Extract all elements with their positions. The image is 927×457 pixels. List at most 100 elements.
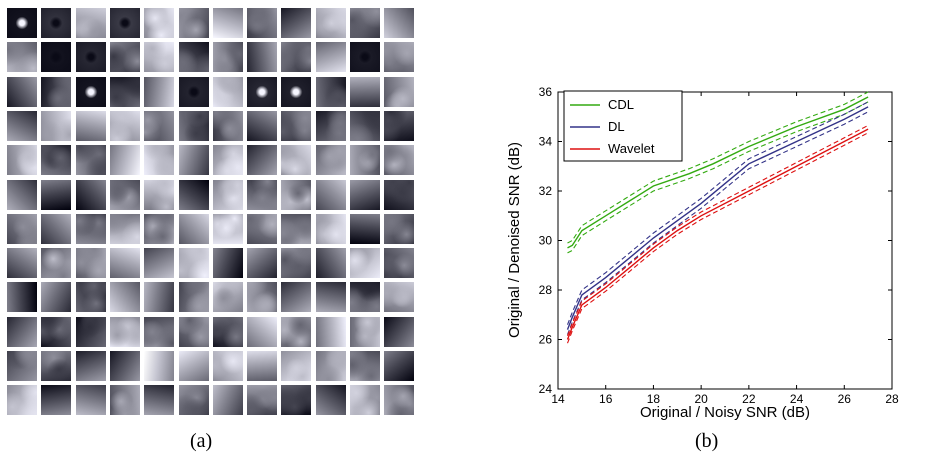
dictionary-atom <box>75 76 106 107</box>
dictionary-atom <box>75 282 106 313</box>
dictionary-atom <box>75 179 106 210</box>
dictionary-atom <box>41 42 72 73</box>
dictionary-atom <box>7 179 37 210</box>
dictionary-atom <box>75 8 106 38</box>
x-tick-label: 22 <box>742 392 756 406</box>
dictionary-atom <box>7 76 37 107</box>
dictionary-atom <box>281 110 312 141</box>
series-lower-band-line <box>566 132 869 344</box>
dictionary-atom <box>144 282 175 313</box>
dictionary-atom <box>212 351 243 381</box>
dictionary-atom <box>281 385 312 416</box>
dictionary-atom <box>384 282 415 313</box>
dictionary-atom <box>144 42 175 73</box>
dictionary-atom <box>212 8 243 38</box>
dictionary-atom <box>109 248 140 279</box>
x-axis-label: Original / Noisy SNR (dB) <box>640 404 810 421</box>
dictionary-atom <box>41 248 72 279</box>
dictionary-atom <box>144 351 175 381</box>
x-tick-label: 24 <box>790 392 804 406</box>
series-mean-line <box>566 128 869 340</box>
dictionary-atom <box>144 316 175 347</box>
dictionary-atom <box>212 145 243 176</box>
dictionary-atom <box>7 282 37 313</box>
dictionary-atom <box>384 8 415 38</box>
series-lower-band-line <box>567 101 869 254</box>
dictionary-atom <box>144 385 175 416</box>
dictionary-atom <box>315 248 346 279</box>
y-tick-label: 36 <box>539 85 553 99</box>
series-mean-line <box>566 106 869 330</box>
dictionary-atom <box>212 42 243 73</box>
legend-label: DL <box>608 119 625 134</box>
dictionary-atom <box>247 179 278 210</box>
dictionary-atom <box>7 316 37 347</box>
dictionary-atom <box>109 385 140 416</box>
dictionary-atom <box>247 351 278 381</box>
y-tick-label: 34 <box>539 135 553 149</box>
dictionary-atom <box>75 351 106 381</box>
series-mean-line <box>567 96 869 249</box>
dictionary-atoms-grid <box>7 8 417 422</box>
caption-a: (a) <box>190 430 213 452</box>
dictionary-atom <box>109 282 140 313</box>
dictionary-atom <box>7 110 37 141</box>
series-upper-band-line <box>566 124 869 336</box>
dictionary-atom <box>109 213 140 244</box>
dictionary-atom <box>75 248 106 279</box>
dictionary-atom <box>7 248 37 279</box>
dictionary-atom <box>41 316 72 347</box>
dictionary-atom <box>315 385 346 416</box>
dictionary-atom <box>144 213 175 244</box>
dictionary-atom <box>384 179 415 210</box>
dictionary-atom <box>247 385 278 416</box>
dictionary-atom <box>281 42 312 73</box>
dictionary-atom <box>315 145 346 176</box>
dictionary-atom <box>212 385 243 416</box>
dictionary-atom <box>384 385 415 416</box>
dictionary-atom <box>350 8 380 38</box>
x-axis-ticks: 14 16 18 20 22 24 26 28 <box>551 92 899 406</box>
dictionary-atom <box>315 8 346 38</box>
dictionary-atom <box>384 110 415 141</box>
dictionary-atom <box>75 385 106 416</box>
dictionary-atom <box>41 385 72 416</box>
dictionary-atom <box>384 145 415 176</box>
dictionary-atom <box>41 213 72 244</box>
dictionary-atom <box>109 316 140 347</box>
dictionary-atom <box>212 76 243 107</box>
dictionary-atom <box>178 110 209 141</box>
y-tick-label: 32 <box>539 184 553 198</box>
dictionary-atom <box>41 282 72 313</box>
dictionary-atom <box>281 351 312 381</box>
dictionary-atom <box>384 213 415 244</box>
dictionary-atom <box>7 145 37 176</box>
dictionary-atom <box>144 248 175 279</box>
dictionary-atom <box>109 42 140 73</box>
dictionary-atom <box>41 110 72 141</box>
dictionary-atom <box>384 76 415 107</box>
dictionary-atom <box>7 8 37 38</box>
dictionary-atom <box>178 351 209 381</box>
dictionary-atom <box>350 351 380 381</box>
dictionary-atom <box>384 316 415 347</box>
dictionary-atom <box>109 8 140 38</box>
dictionary-atom <box>315 351 346 381</box>
dictionary-atom <box>247 76 278 107</box>
series-group <box>566 91 869 344</box>
dictionary-atom <box>315 76 346 107</box>
dictionary-atom <box>178 179 209 210</box>
dictionary-atom <box>350 110 380 141</box>
dictionary-atom <box>350 179 380 210</box>
y-axis-label: Original / Denoised SNR (dB) <box>506 142 523 338</box>
dictionary-atom <box>247 316 278 347</box>
caption-b: (b) <box>695 430 719 452</box>
dictionary-atom <box>281 8 312 38</box>
dictionary-atom <box>41 351 72 381</box>
dictionary-atom <box>41 8 72 38</box>
dictionary-atom <box>7 351 37 381</box>
y-tick-label: 24 <box>539 382 553 396</box>
x-tick-label: 28 <box>885 392 899 406</box>
dictionary-atom <box>247 110 278 141</box>
